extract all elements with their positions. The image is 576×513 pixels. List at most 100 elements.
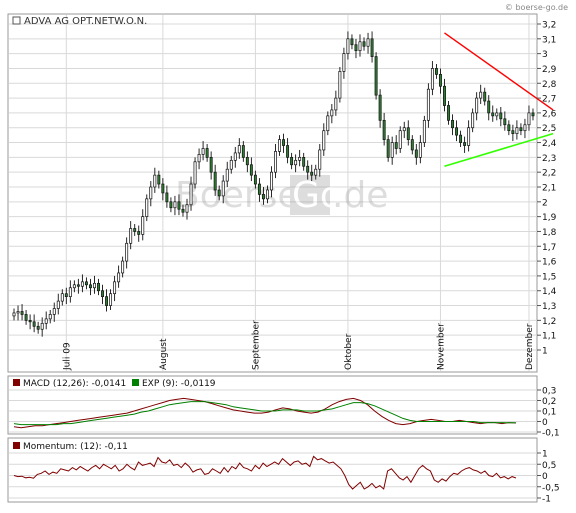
candle-body: [129, 228, 133, 244]
candle-body: [125, 242, 129, 262]
price-tick-label: 1: [542, 347, 548, 357]
momentum-tick-label: 0,5: [542, 461, 556, 471]
candle-body: [161, 183, 165, 194]
candle-body: [20, 311, 24, 315]
candle-body: [422, 119, 426, 143]
candle-body: [193, 161, 197, 185]
momentum-legend-box: [13, 442, 20, 449]
candle-body: [483, 91, 487, 102]
candle-body: [463, 142, 467, 146]
month-label: November: [436, 323, 446, 370]
candle-body: [52, 308, 56, 315]
momentum-series-line-0: [13, 455, 517, 490]
exp-legend-box: [132, 379, 139, 386]
candle-body: [410, 139, 414, 151]
price-tick-label: 2,7: [542, 95, 556, 105]
logo-box: [290, 175, 330, 215]
candlesticks: [12, 31, 535, 337]
macd-series-line-0: [13, 397, 517, 429]
copyright-watermark: © boerse-go.de: [505, 3, 568, 12]
candle-body: [169, 201, 173, 209]
momentum-tick-label: 1: [542, 450, 548, 460]
price-tick-label: 3,2: [542, 21, 556, 31]
candle-body: [36, 325, 40, 330]
candle-body: [443, 85, 446, 106]
candle-body: [93, 282, 96, 289]
candle-body: [237, 145, 241, 154]
candle-body: [117, 272, 121, 283]
candle-body: [330, 109, 334, 117]
candle-body: [310, 171, 314, 176]
candle-body: [153, 174, 157, 188]
candle-body: [491, 112, 495, 117]
candle-body: [302, 157, 306, 167]
candle-body: [503, 118, 507, 126]
momentum-lines: [13, 455, 517, 490]
candle-body: [48, 314, 52, 320]
macd-panel-frame: [7, 375, 538, 435]
price-tick-label: 1,7: [542, 243, 556, 253]
price-tick-label: 1,1: [542, 332, 556, 342]
candle-body: [374, 56, 378, 96]
macd-tick-label: 0,1: [542, 408, 556, 418]
macd-tick-label: -0,1: [542, 429, 560, 439]
logo-text-de: .de: [332, 175, 388, 216]
candle-body: [342, 53, 346, 72]
price-tick-label: 2,8: [542, 80, 557, 90]
candle-body: [257, 183, 261, 195]
candle-body: [88, 284, 92, 289]
month-label: August: [159, 338, 169, 370]
candle-body: [145, 198, 149, 217]
candle-body: [24, 314, 28, 321]
candle-body: [475, 97, 479, 114]
candle-body: [338, 71, 342, 99]
candle-body: [378, 94, 382, 121]
macd-lines: [13, 397, 517, 429]
support-trendline: [444, 132, 554, 168]
candle-body: [314, 168, 318, 176]
candle-body: [209, 157, 213, 173]
candle-body: [386, 139, 390, 158]
month-label: Oktober: [344, 333, 354, 370]
candle-body: [398, 130, 402, 149]
momentum-tick-label: -1: [542, 495, 551, 505]
candle-body: [390, 142, 394, 158]
chart-title: ADVA AG OPT.NETW.O.N.: [24, 16, 147, 27]
candle-body: [113, 281, 117, 295]
candle-body: [274, 151, 277, 173]
candle-body: [334, 97, 338, 111]
candle-body: [80, 281, 84, 287]
candle-body: [487, 100, 491, 114]
exp-legend-label: EXP (9): -0,0119: [142, 379, 216, 389]
candle-body: [241, 145, 245, 158]
macd-tick-label: 0: [542, 418, 548, 428]
price-tick-label: 3,1: [542, 35, 556, 45]
candle-body: [101, 290, 104, 298]
price-tick-label: 2,6: [542, 109, 557, 119]
candle-body: [213, 171, 217, 191]
candle-body: [181, 208, 185, 213]
candle-body: [362, 41, 366, 47]
candle-body: [217, 189, 221, 197]
macd-legend-box: [13, 379, 20, 386]
candle-body: [165, 192, 169, 203]
candle-body: [447, 105, 450, 121]
candle-body: [354, 44, 358, 52]
candle-body: [233, 152, 237, 161]
candle-body: [261, 194, 265, 200]
momentum-tick-label: -0,5: [542, 483, 560, 493]
momentum-tick-label: 0: [542, 472, 548, 482]
candle-body: [322, 130, 326, 151]
candle-body: [515, 127, 519, 135]
trendlines: [444, 32, 554, 168]
candle-body: [197, 154, 201, 163]
candle-body: [105, 296, 108, 306]
candle-body: [426, 88, 430, 121]
price-tick-label: 1,3: [542, 302, 556, 312]
candle-body: [225, 168, 229, 182]
momentum-y-axis: 10,50-0,5 -1: [537, 450, 560, 505]
candle-body: [16, 311, 20, 314]
candle-body: [414, 149, 418, 158]
candle-body: [531, 112, 535, 117]
